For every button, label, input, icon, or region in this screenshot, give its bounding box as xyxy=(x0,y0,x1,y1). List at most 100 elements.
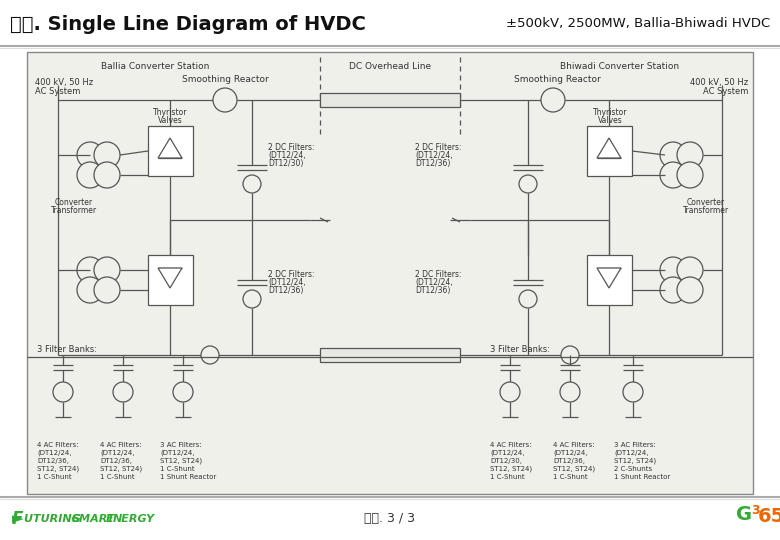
Text: 1 C-Shunt: 1 C-Shunt xyxy=(553,474,587,480)
Text: 1 C-Shunt: 1 C-Shunt xyxy=(37,474,72,480)
Text: (DT12/24,: (DT12/24, xyxy=(614,450,648,456)
Text: Transformer: Transformer xyxy=(51,206,97,215)
Circle shape xyxy=(243,175,261,193)
Circle shape xyxy=(77,257,103,283)
Circle shape xyxy=(94,142,120,168)
Text: 2 DC Filters:: 2 DC Filters: xyxy=(268,143,314,152)
Text: 1 Shunt Reactor: 1 Shunt Reactor xyxy=(614,474,670,480)
Circle shape xyxy=(500,382,520,402)
Circle shape xyxy=(660,277,686,303)
Text: ST12, ST24): ST12, ST24) xyxy=(100,466,142,472)
Text: 3: 3 xyxy=(751,503,760,516)
Text: (DT12/24,: (DT12/24, xyxy=(37,450,72,456)
Text: ST12, ST24): ST12, ST24) xyxy=(490,466,532,472)
Text: ST12, ST24): ST12, ST24) xyxy=(37,466,79,472)
Text: (DT12/24,: (DT12/24, xyxy=(415,151,452,160)
Text: Valves: Valves xyxy=(158,116,183,125)
Text: 65: 65 xyxy=(758,507,780,525)
Polygon shape xyxy=(158,138,182,158)
Text: (DT12/24,: (DT12/24, xyxy=(268,151,306,160)
Circle shape xyxy=(677,142,703,168)
Text: DT12/36,: DT12/36, xyxy=(553,458,585,464)
Circle shape xyxy=(53,382,73,402)
Circle shape xyxy=(560,382,580,402)
Text: 1 C-Shunt: 1 C-Shunt xyxy=(490,474,525,480)
Circle shape xyxy=(660,257,686,283)
Text: (DT12/24,: (DT12/24, xyxy=(160,450,194,456)
Polygon shape xyxy=(597,268,621,288)
Text: DT12/30,: DT12/30, xyxy=(490,458,522,464)
Text: 400 kV, 50 Hz: 400 kV, 50 Hz xyxy=(35,78,93,87)
Circle shape xyxy=(94,162,120,188)
Circle shape xyxy=(623,382,643,402)
Circle shape xyxy=(201,346,219,364)
Text: ST12, ST24): ST12, ST24) xyxy=(614,458,656,464)
Bar xyxy=(148,126,193,176)
Bar xyxy=(587,255,632,305)
Text: Transformer: Transformer xyxy=(683,206,729,215)
Text: Valves: Valves xyxy=(597,116,622,125)
Text: ST12, ST24): ST12, ST24) xyxy=(160,458,202,464)
Text: Ballia Converter Station: Ballia Converter Station xyxy=(101,62,209,71)
Text: Converter: Converter xyxy=(55,198,93,207)
Text: DT12/36): DT12/36) xyxy=(415,286,450,295)
Bar xyxy=(148,255,193,305)
Circle shape xyxy=(519,290,537,308)
Circle shape xyxy=(94,277,120,303)
Text: (DT12/24,: (DT12/24, xyxy=(268,278,306,287)
Text: 2 DC Filters:: 2 DC Filters: xyxy=(415,143,462,152)
Circle shape xyxy=(519,175,537,193)
Text: (DT12/24,: (DT12/24, xyxy=(553,450,587,456)
Text: DC Overhead Line: DC Overhead Line xyxy=(349,62,431,71)
Bar xyxy=(27,52,753,494)
Text: 2 DC Filters:: 2 DC Filters: xyxy=(268,270,314,279)
Text: Thyristor: Thyristor xyxy=(593,108,627,117)
Text: 2 DC Filters:: 2 DC Filters: xyxy=(415,270,462,279)
Text: 1 C-Shunt: 1 C-Shunt xyxy=(100,474,135,480)
Text: Converter: Converter xyxy=(687,198,725,207)
Circle shape xyxy=(660,162,686,188)
Circle shape xyxy=(94,257,120,283)
Text: DT12/30): DT12/30) xyxy=(268,159,303,168)
Text: 1 Shunt Reactor: 1 Shunt Reactor xyxy=(160,474,216,480)
Text: DT12/36,: DT12/36, xyxy=(100,458,132,464)
Text: E: E xyxy=(106,514,114,524)
Text: 4 AC Filters:: 4 AC Filters: xyxy=(553,442,594,448)
Text: (DT12/24,: (DT12/24, xyxy=(100,450,134,456)
Circle shape xyxy=(213,88,237,112)
Circle shape xyxy=(77,142,103,168)
Text: (DT12/24,: (DT12/24, xyxy=(490,450,524,456)
Bar xyxy=(587,126,632,176)
Text: ±500kV, 2500MW, Ballia-Bhiwadi HVDC: ±500kV, 2500MW, Ballia-Bhiwadi HVDC xyxy=(505,17,770,30)
Text: 4 AC Filters:: 4 AC Filters: xyxy=(37,442,79,448)
Circle shape xyxy=(77,162,103,188)
Bar xyxy=(320,93,460,107)
Text: DT12/36,: DT12/36, xyxy=(37,458,69,464)
Text: ►: ► xyxy=(12,511,23,526)
Text: 별첨. Single Line Diagram of HVDC: 별첨. Single Line Diagram of HVDC xyxy=(10,15,366,33)
Polygon shape xyxy=(158,268,182,288)
Text: NERGY: NERGY xyxy=(113,514,155,524)
Text: 3 Filter Banks:: 3 Filter Banks: xyxy=(490,345,550,354)
Circle shape xyxy=(660,142,686,168)
Circle shape xyxy=(113,382,133,402)
Text: MART: MART xyxy=(79,514,119,524)
Text: Bhiwadi Converter Station: Bhiwadi Converter Station xyxy=(561,62,679,71)
Text: F: F xyxy=(12,510,23,528)
Text: 4 AC Filters:: 4 AC Filters: xyxy=(490,442,532,448)
Circle shape xyxy=(677,162,703,188)
Text: 3 AC Filters:: 3 AC Filters: xyxy=(160,442,202,448)
Bar xyxy=(320,348,460,362)
Text: UTURING: UTURING xyxy=(24,514,84,524)
Text: 2 C-Shunts: 2 C-Shunts xyxy=(614,466,652,472)
Text: Smoothing Reactor: Smoothing Reactor xyxy=(513,75,601,84)
Text: Smoothing Reactor: Smoothing Reactor xyxy=(182,75,268,84)
Circle shape xyxy=(77,277,103,303)
Text: DT12/36): DT12/36) xyxy=(415,159,450,168)
Text: G: G xyxy=(736,505,752,524)
Text: AC System: AC System xyxy=(35,87,80,96)
Text: DT12/36): DT12/36) xyxy=(268,286,303,295)
Circle shape xyxy=(677,277,703,303)
Circle shape xyxy=(541,88,565,112)
Text: 3 AC Filters:: 3 AC Filters: xyxy=(614,442,656,448)
